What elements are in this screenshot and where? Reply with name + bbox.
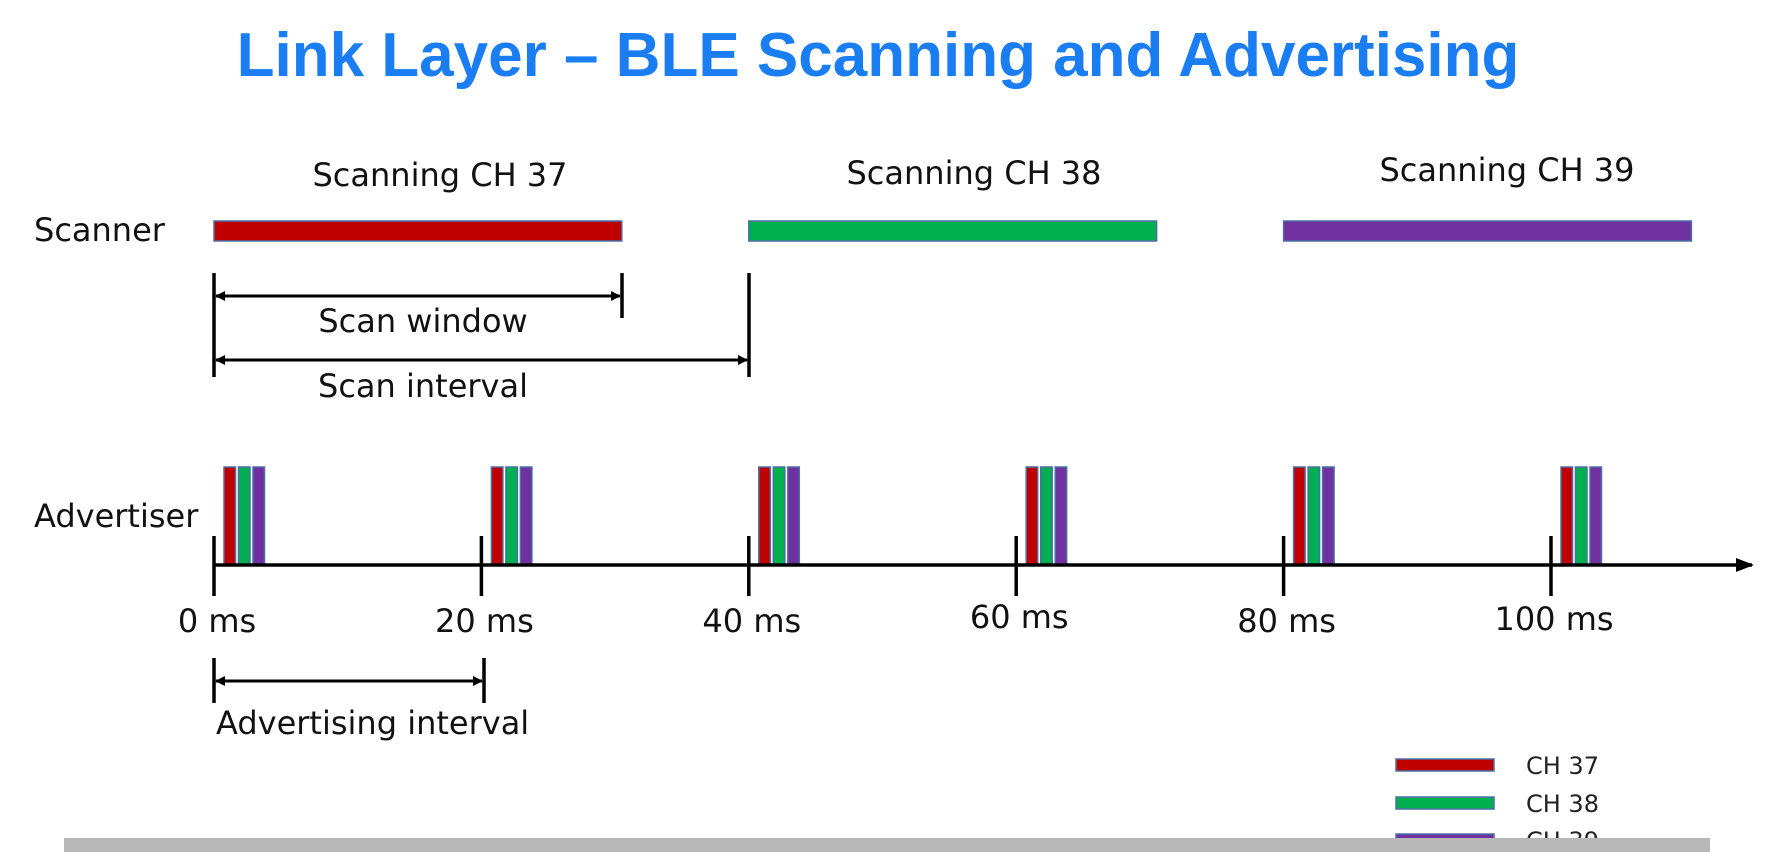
scan-bar-ch39 — [1282, 220, 1693, 242]
axis-tick-label: 40 ms — [702, 602, 801, 640]
adv-packet-ch39 — [252, 466, 266, 566]
adv-packet-ch38 — [1574, 466, 1588, 566]
advertising-event — [1292, 466, 1335, 566]
legend-label-ch37: CH 37 — [1526, 752, 1599, 780]
advertising-events — [223, 466, 1603, 566]
advertising-event — [223, 466, 266, 566]
adv-packet-ch39 — [1321, 466, 1335, 566]
axis-tick-label: 60 ms — [970, 598, 1069, 636]
axis-ticks: 0 ms 20 ms 40 ms 60 ms 80 ms 100 ms — [178, 536, 1614, 640]
advertising-event — [758, 466, 801, 566]
adv-packet-ch37 — [223, 466, 237, 566]
adv-packet-ch38 — [1307, 466, 1321, 566]
adv-packet-ch38 — [505, 466, 519, 566]
adv-packet-ch37 — [758, 466, 772, 566]
scan-window-label: Scan window — [318, 302, 527, 340]
advertiser-row-label: Advertiser — [34, 497, 199, 535]
adv-packet-ch38 — [237, 466, 251, 566]
legend-label-ch38: CH 38 — [1526, 790, 1599, 818]
legend-swatch-ch38 — [1395, 796, 1495, 810]
advertising-interval-label: Advertising interval — [216, 704, 529, 742]
adv-packet-ch37 — [1292, 466, 1306, 566]
adv-packet-ch37 — [1560, 466, 1574, 566]
advertising-event — [1025, 466, 1068, 566]
scan-bar-ch37 — [213, 220, 623, 242]
axis-tick-label: 0 ms — [178, 602, 256, 640]
axis-tick-label: 20 ms — [435, 602, 534, 640]
adv-packet-ch39 — [1589, 466, 1603, 566]
advertising-event — [1560, 466, 1603, 566]
legend: CH 37 CH 38 CH 39 — [1395, 752, 1599, 852]
scan-bar-ch38 — [748, 220, 1158, 242]
adv-packet-ch38 — [1039, 466, 1053, 566]
caption-bar — [64, 838, 1710, 852]
adv-packet-ch39 — [519, 466, 533, 566]
scanning-ch37-label: Scanning CH 37 — [312, 156, 567, 194]
legend-swatch-ch37 — [1395, 758, 1495, 772]
adv-packet-ch37 — [1025, 466, 1039, 566]
adv-packet-ch37 — [490, 466, 504, 566]
adv-packet-ch39 — [1054, 466, 1068, 566]
page-title: Link Layer – BLE Scanning and Advertisin… — [237, 21, 1520, 90]
scan-interval-label: Scan interval — [318, 367, 528, 405]
scanning-ch39-label: Scanning CH 39 — [1379, 151, 1634, 189]
scanner-row-label: Scanner — [34, 211, 166, 249]
adv-packet-ch39 — [787, 466, 801, 566]
scanning-ch38-label: Scanning CH 38 — [846, 154, 1101, 192]
axis-tick-label: 100 ms — [1494, 600, 1613, 638]
advertising-event — [490, 466, 533, 566]
adv-packet-ch38 — [772, 466, 786, 566]
axis-tick-label: 80 ms — [1237, 602, 1336, 640]
